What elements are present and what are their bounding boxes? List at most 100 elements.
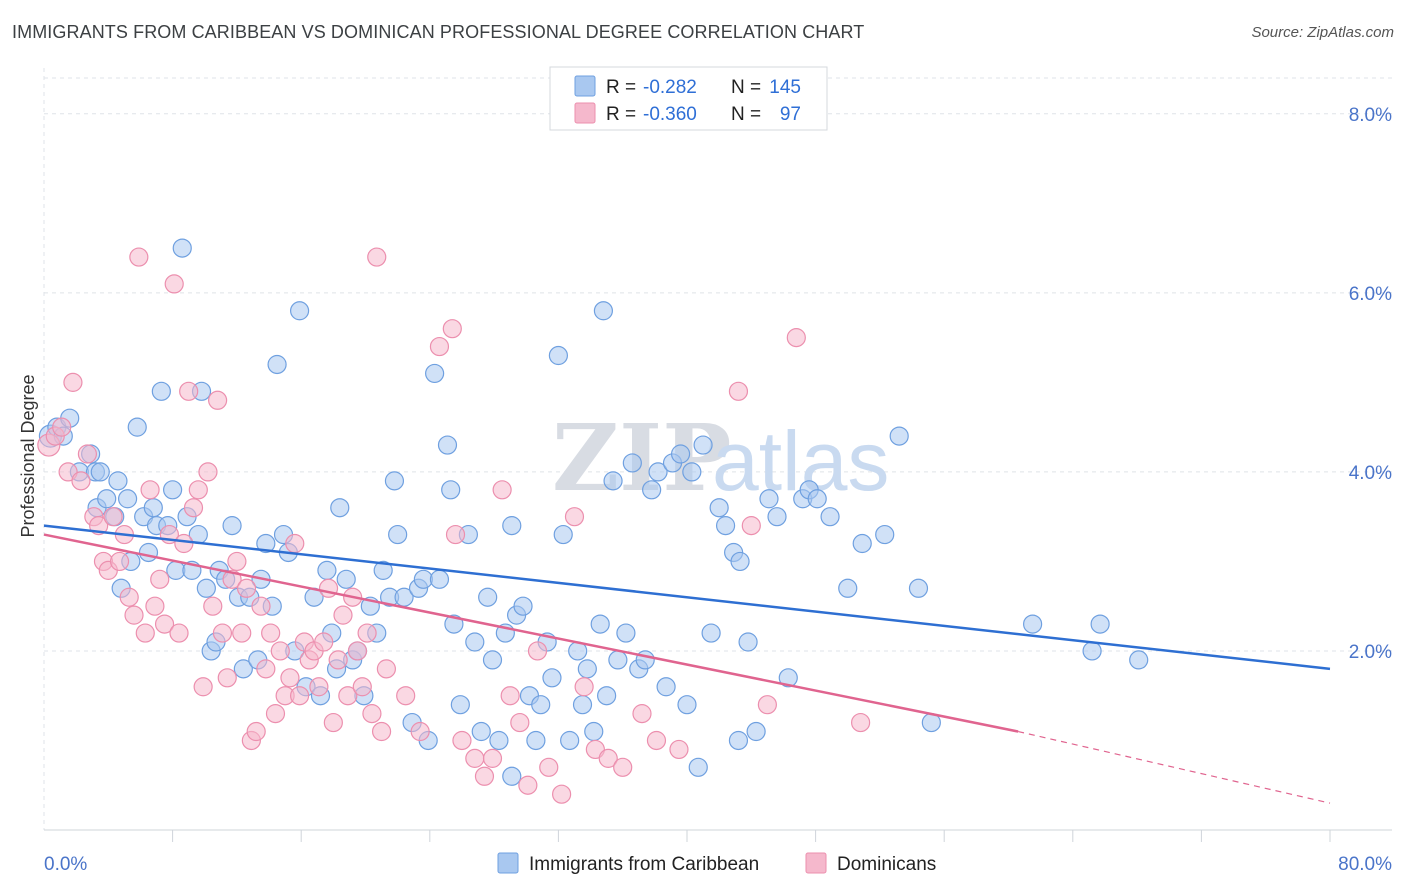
- caribbean-point: [1082, 641, 1102, 661]
- caribbean-point: [437, 435, 458, 455]
- legend-r-value-caribbean: -0.282: [643, 77, 697, 98]
- caribbean-point: [441, 480, 461, 500]
- dominican-point: [265, 704, 286, 724]
- dominican-point: [183, 498, 204, 518]
- dominican-point: [154, 614, 175, 634]
- caribbean-point: [108, 471, 128, 491]
- caribbean-point: [759, 489, 779, 509]
- dominican-point: [261, 623, 281, 643]
- dominican-point: [510, 712, 530, 733]
- dominican-point: [251, 596, 271, 616]
- caribbean-point: [767, 507, 787, 527]
- caribbean-point: [330, 498, 350, 518]
- caribbean-point: [465, 632, 485, 652]
- caribbean-point: [593, 301, 614, 321]
- y-axis-label: Professional Degree: [18, 374, 38, 537]
- caribbean-point: [151, 381, 171, 401]
- caribbean-point: [807, 489, 827, 509]
- caribbean-point: [531, 695, 551, 715]
- caribbean-point: [715, 516, 736, 536]
- series-dominicans-points: [37, 247, 871, 804]
- caribbean-point: [656, 677, 676, 697]
- dominican-point: [527, 641, 548, 661]
- caribbean-point: [336, 569, 356, 589]
- dominican-point: [445, 524, 466, 545]
- caribbean-point: [603, 471, 623, 491]
- caribbean-point: [1129, 650, 1149, 670]
- y-tick-label: 2.0%: [1349, 642, 1392, 663]
- caribbean-point: [502, 516, 522, 536]
- dominican-point: [232, 623, 252, 643]
- trend-line-caribbean: [43, 524, 1331, 671]
- caribbean-point: [471, 721, 491, 742]
- x-tick-label-min: 0.0%: [44, 854, 87, 875]
- caribbean-point: [584, 721, 604, 742]
- dominican-point: [613, 757, 633, 777]
- caribbean-point: [256, 533, 276, 554]
- caribbean-point: [429, 569, 450, 589]
- dominican-point: [208, 390, 228, 410]
- dominican-point: [217, 668, 237, 688]
- caribbean-point: [572, 695, 593, 715]
- caribbean-point: [560, 730, 580, 751]
- caribbean-point: [746, 721, 766, 742]
- dominican-point: [352, 677, 372, 697]
- x-ticks: [172, 830, 1331, 842]
- dominican-point: [371, 721, 392, 742]
- caribbean-point: [688, 757, 708, 777]
- caribbean-point: [693, 435, 713, 455]
- caribbean-point: [478, 587, 498, 607]
- y-tick-labels: 2.0% 4.0% 6.0% 8.0%: [1349, 105, 1392, 663]
- watermark: ZIP atlas: [552, 404, 889, 512]
- caribbean-point: [138, 542, 159, 563]
- dominican-point: [333, 605, 353, 625]
- y-tick-label: 8.0%: [1349, 105, 1392, 126]
- caribbean-point: [502, 766, 522, 786]
- dominican-point: [376, 659, 396, 679]
- dominican-point: [309, 677, 329, 697]
- caribbean-point: [553, 524, 573, 545]
- dominican-point: [757, 695, 777, 715]
- caribbean-point: [642, 480, 662, 500]
- caribbean-point: [450, 695, 470, 715]
- dominican-point: [574, 677, 594, 697]
- dominican-point: [285, 533, 305, 554]
- dominican-point: [145, 596, 165, 616]
- caribbean-point: [670, 444, 691, 464]
- caribbean-point: [384, 471, 405, 491]
- caribbean-point: [163, 480, 183, 500]
- dominican-point: [564, 507, 585, 527]
- legend-r-value-dominicans: -0.360: [643, 104, 697, 125]
- dominican-point: [270, 641, 290, 661]
- caribbean-point: [875, 524, 895, 545]
- dominican-point: [71, 471, 91, 491]
- dominican-point: [552, 784, 572, 804]
- caribbean-point: [97, 489, 117, 509]
- dominican-point: [169, 623, 189, 643]
- dominican-point: [410, 721, 430, 742]
- dominican-point: [246, 721, 266, 742]
- dominican-point: [179, 381, 199, 401]
- legend-n-label-dominicans: N =: [731, 104, 761, 125]
- caribbean-point: [413, 569, 433, 589]
- dominican-point: [222, 569, 242, 589]
- dominican-point: [669, 739, 689, 760]
- dominican-point: [367, 247, 387, 267]
- dominican-point: [396, 686, 416, 706]
- caribbean-point: [542, 668, 562, 688]
- series-caribbean-points: [38, 238, 1149, 786]
- dominican-point: [429, 336, 450, 357]
- dominican-point: [124, 605, 144, 625]
- legend-series: Immigrants from Caribbean Dominicans: [497, 852, 936, 875]
- dominican-point: [164, 274, 184, 294]
- caribbean-point: [852, 533, 872, 554]
- caribbean-point: [373, 560, 393, 580]
- y-tick-label: 6.0%: [1349, 284, 1392, 305]
- dominican-point: [52, 417, 72, 437]
- caribbean-point: [425, 363, 445, 384]
- dominican-point: [256, 659, 276, 679]
- caribbean-point: [172, 238, 192, 258]
- caribbean-point: [820, 507, 840, 527]
- trend-line-dominicans-extrapolated: [1018, 730, 1331, 804]
